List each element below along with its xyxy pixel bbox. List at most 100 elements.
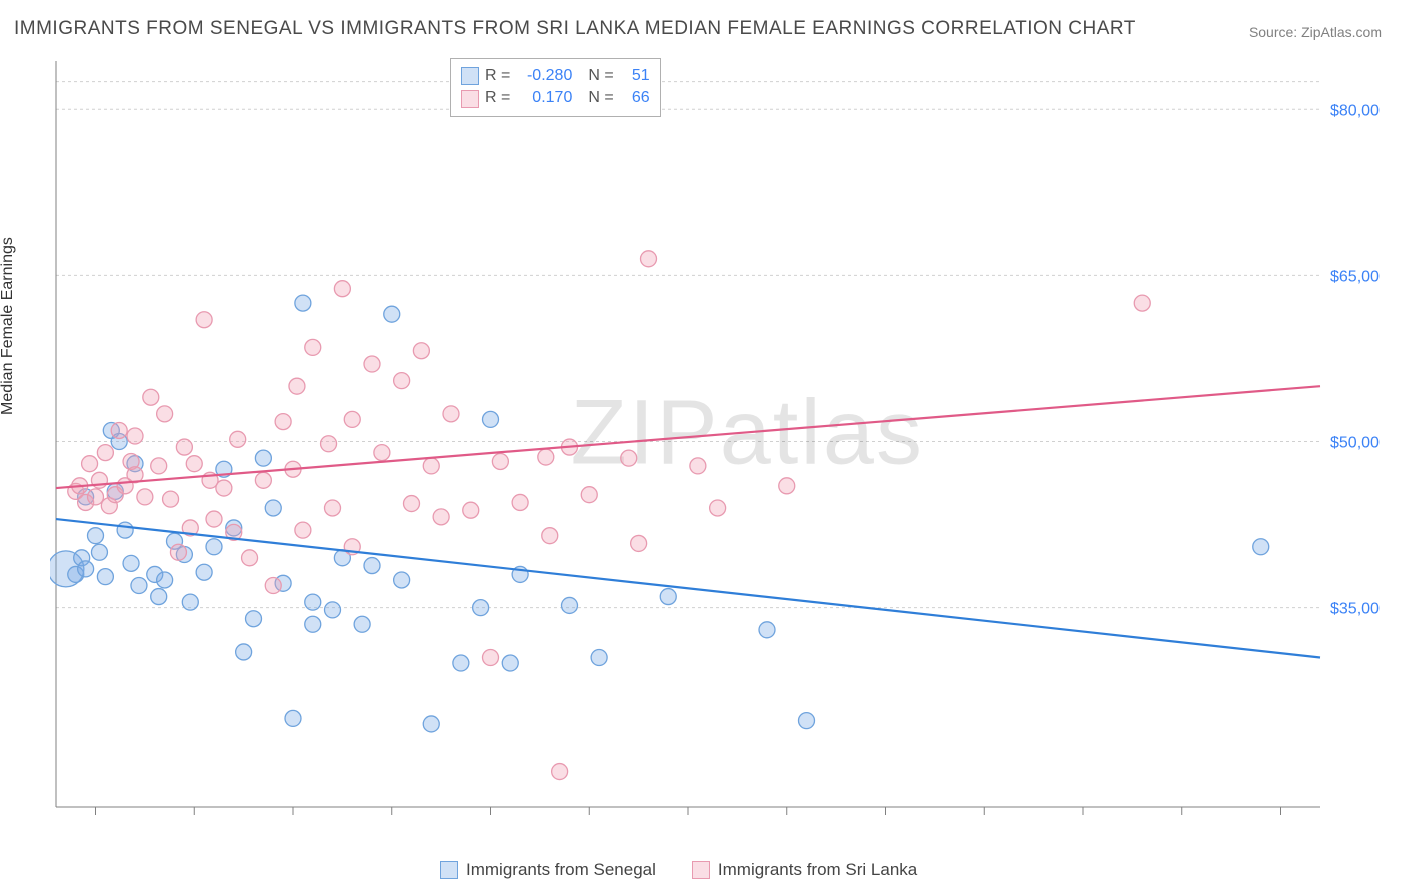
data-point (502, 655, 518, 671)
legend-swatch-icon (440, 861, 458, 879)
data-point (275, 414, 291, 430)
r-value: 0.170 (516, 87, 572, 109)
svg-text:$35,000: $35,000 (1330, 601, 1380, 618)
data-point (1134, 295, 1150, 311)
data-point (97, 445, 113, 461)
data-point (483, 411, 499, 427)
r-label: R = (485, 65, 510, 87)
data-point (433, 509, 449, 525)
data-point (88, 528, 104, 544)
data-point (255, 450, 271, 466)
legend-swatch-icon (692, 861, 710, 879)
data-point (394, 572, 410, 588)
source-attribution: Source: ZipAtlas.com (1249, 24, 1382, 40)
data-point (236, 644, 252, 660)
data-point (295, 295, 311, 311)
data-point (127, 428, 143, 444)
n-label: N = (588, 65, 613, 87)
data-point (492, 453, 508, 469)
data-point (206, 539, 222, 555)
legend-swatch-icon (461, 67, 479, 85)
data-point (111, 422, 127, 438)
data-point (289, 378, 305, 394)
data-point (230, 431, 246, 447)
legend-item: Immigrants from Sri Lanka (692, 860, 917, 880)
data-point (354, 616, 370, 632)
data-point (799, 713, 815, 729)
data-point (631, 535, 647, 551)
data-point (473, 600, 489, 616)
data-point (305, 616, 321, 632)
data-point (305, 594, 321, 610)
data-point (186, 456, 202, 472)
data-point (285, 710, 301, 726)
n-label: N = (588, 87, 613, 109)
data-point (196, 312, 212, 328)
data-point (325, 602, 341, 618)
data-point (265, 578, 281, 594)
data-point (641, 251, 657, 267)
data-point (394, 373, 410, 389)
source-prefix: Source: (1249, 24, 1301, 40)
data-point (216, 480, 232, 496)
data-point (759, 622, 775, 638)
data-point (374, 445, 390, 461)
data-point (710, 500, 726, 516)
data-point (1253, 539, 1269, 555)
data-point (196, 564, 212, 580)
data-point (483, 649, 499, 665)
y-axis-label: Median Female Earnings (0, 237, 17, 415)
data-point (88, 489, 104, 505)
svg-text:$50,000: $50,000 (1330, 435, 1380, 452)
data-point (384, 306, 400, 322)
legend-row: R = 0.170N = 66 (461, 87, 650, 109)
data-point (334, 281, 350, 297)
data-point (591, 649, 607, 665)
data-point (97, 569, 113, 585)
data-point (364, 558, 380, 574)
data-point (131, 578, 147, 594)
data-point (143, 389, 159, 405)
data-point (170, 544, 186, 560)
data-point (151, 458, 167, 474)
data-point (404, 496, 420, 512)
legend-label: Immigrants from Senegal (466, 860, 656, 880)
n-value: 51 (620, 65, 650, 87)
data-point (157, 406, 173, 422)
data-point (151, 589, 167, 605)
data-point (779, 478, 795, 494)
data-point (117, 522, 133, 538)
data-point (78, 561, 94, 577)
chart-title: IMMIGRANTS FROM SENEGAL VS IMMIGRANTS FR… (14, 18, 1136, 40)
data-point (157, 572, 173, 588)
data-point (325, 500, 341, 516)
data-point (82, 456, 98, 472)
data-point (242, 550, 258, 566)
data-point (91, 544, 107, 560)
data-point (538, 449, 554, 465)
data-point (182, 594, 198, 610)
data-point (206, 511, 222, 527)
svg-text:$65,000: $65,000 (1330, 268, 1380, 285)
r-label: R = (485, 87, 510, 109)
legend-swatch-icon (461, 90, 479, 108)
data-point (423, 716, 439, 732)
svg-text:$80,000: $80,000 (1330, 102, 1380, 119)
data-point (581, 487, 597, 503)
data-point (321, 436, 337, 452)
data-point (463, 502, 479, 518)
data-point (443, 406, 459, 422)
data-point (137, 489, 153, 505)
data-point (344, 411, 360, 427)
data-point (552, 764, 568, 780)
data-point (413, 343, 429, 359)
chart-area: $35,000$50,000$65,000$80,0000.0%6.0%ZIPa… (50, 55, 1380, 825)
r-value: -0.280 (516, 65, 572, 87)
source-link[interactable]: ZipAtlas.com (1301, 24, 1382, 40)
data-point (690, 458, 706, 474)
correlation-legend: R = -0.280N = 51R = 0.170N = 66 (450, 58, 661, 117)
trend-line (56, 519, 1320, 657)
data-point (305, 339, 321, 355)
data-point (176, 439, 192, 455)
legend-label: Immigrants from Sri Lanka (718, 860, 917, 880)
